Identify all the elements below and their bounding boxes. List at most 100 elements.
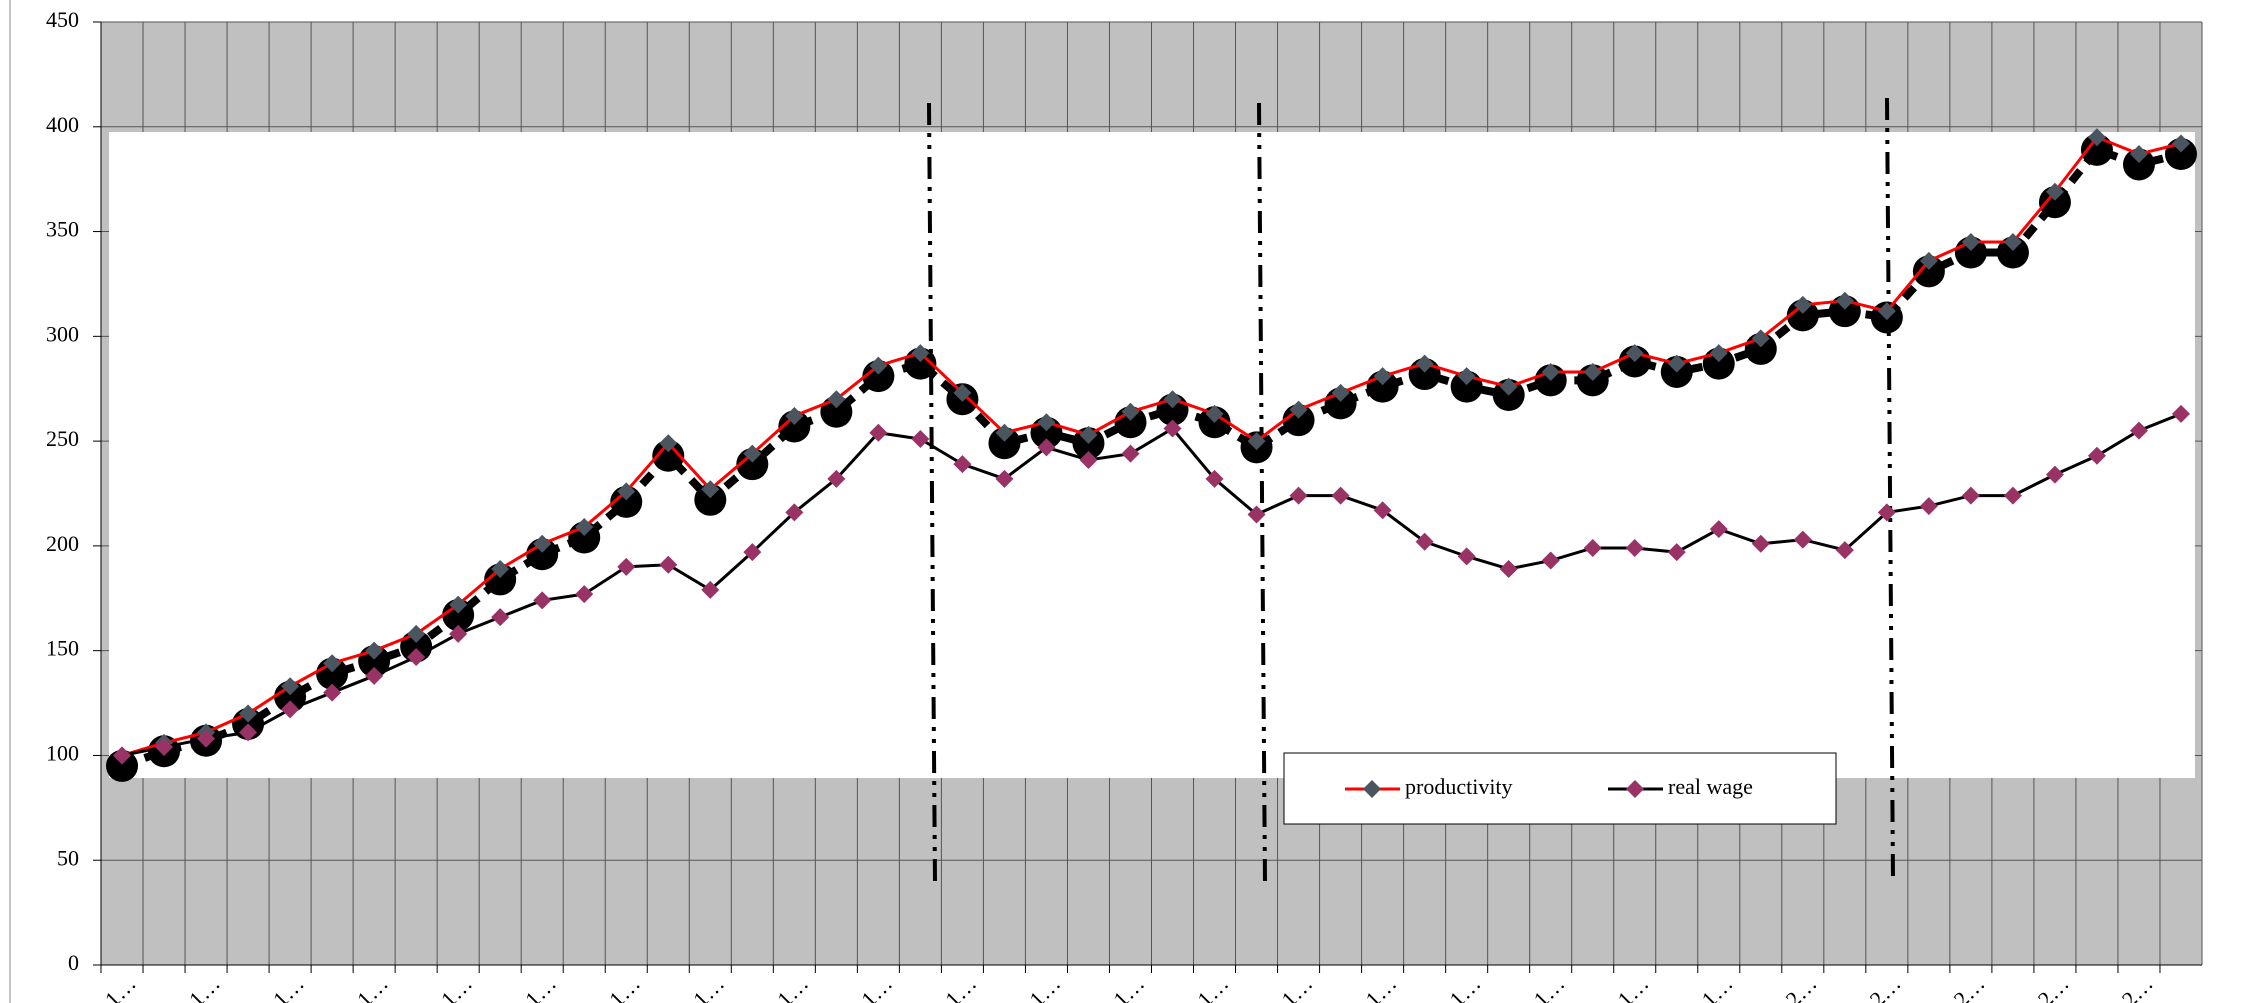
legend-label: real wage: [1668, 774, 1753, 799]
data-point: [1499, 377, 1518, 396]
inner-panel: [109, 132, 2195, 778]
data-point: [659, 434, 678, 453]
data-point: [1037, 438, 1056, 457]
data-point: [617, 482, 636, 501]
data-point: [701, 580, 720, 599]
data-point: [491, 559, 510, 578]
data-point: [1996, 236, 2029, 269]
data-point: [694, 483, 727, 516]
y-tick-label: 400: [46, 112, 79, 137]
data-point: [2003, 233, 2022, 252]
data-point: [1331, 486, 1350, 505]
data-point: [323, 654, 342, 673]
data-point: [869, 356, 888, 375]
data-point: [1331, 383, 1350, 402]
data-point: [1877, 503, 1896, 522]
data-point: [2087, 446, 2106, 465]
data-point: [1205, 469, 1224, 488]
data-point: [827, 469, 846, 488]
data-point: [2038, 186, 2071, 219]
data-point: [1415, 354, 1434, 373]
data-point: [911, 344, 930, 363]
data-point: [827, 390, 846, 409]
data-point: [743, 543, 762, 562]
y-tick-label: 450: [46, 7, 79, 32]
data-point: [610, 485, 643, 518]
data-point: [736, 448, 769, 481]
data-point: [1625, 344, 1644, 363]
data-point: [1751, 534, 1770, 553]
legend-label: productivity: [1405, 774, 1513, 799]
legend: productivity real wage: [1283, 752, 1837, 825]
data-point: [1163, 419, 1182, 438]
data-point: [2122, 148, 2155, 181]
data-point: [533, 534, 552, 553]
period-divider: [1257, 102, 1267, 884]
data-point: [323, 683, 342, 702]
data-point: [491, 608, 510, 627]
data-point: [484, 563, 517, 596]
y-tick-label: 150: [46, 636, 79, 661]
data-point: [1541, 362, 1560, 381]
data-point: [2003, 486, 2022, 505]
data-point: [2129, 421, 2148, 440]
data-point: [1373, 501, 1392, 520]
data-point: [953, 455, 972, 474]
data-point: [526, 538, 559, 571]
data-point: [1247, 505, 1266, 524]
data-point: [533, 591, 552, 610]
data-point: [1667, 543, 1686, 562]
data-point: [1667, 354, 1686, 373]
data-point: [785, 406, 804, 425]
data-point: [1912, 255, 1945, 288]
y-tick-label: 300: [46, 321, 79, 346]
data-point: [2087, 128, 2106, 147]
data-point: [281, 677, 300, 696]
data-point: [1835, 541, 1854, 560]
data-point: [1457, 547, 1476, 566]
data-point: [113, 746, 132, 765]
y-tick-label: 350: [46, 217, 79, 242]
data-point: [778, 410, 811, 443]
data-point: [995, 469, 1014, 488]
data-point: [911, 430, 930, 449]
data-point: [449, 595, 468, 614]
y-tick-label: 0: [68, 950, 79, 975]
data-point: [2045, 465, 2064, 484]
data-point: [1121, 402, 1140, 421]
data-point: [1835, 291, 1854, 310]
data-point: [1541, 551, 1560, 570]
y-tick-label: 50: [57, 845, 79, 870]
data-point: [449, 624, 468, 643]
data-point: [1751, 329, 1770, 348]
data-point: [785, 503, 804, 522]
data-point: [575, 585, 594, 604]
data-point: [575, 518, 594, 537]
data-point: [316, 657, 349, 690]
data-point: [1709, 520, 1728, 539]
data-point: [1121, 444, 1140, 463]
data-point: [155, 738, 174, 757]
data-point: [1919, 251, 1938, 270]
data-point: [442, 599, 475, 632]
data-point: [106, 749, 139, 782]
data-point: [1961, 486, 1980, 505]
data-point: [2129, 145, 2148, 164]
data-point: [1625, 538, 1644, 557]
y-tick-label: 100: [46, 740, 79, 765]
data-point: [1877, 302, 1896, 321]
data-point: [1247, 432, 1266, 451]
data-point: [701, 480, 720, 499]
data-point: [617, 557, 636, 576]
data-point: [1793, 295, 1812, 314]
data-point: [2171, 404, 2190, 423]
data-point: [1499, 559, 1518, 578]
data-point: [652, 439, 685, 472]
data-point: [988, 427, 1021, 460]
data-point: [407, 624, 426, 643]
data-point: [2045, 182, 2064, 201]
data-point: [1373, 367, 1392, 386]
data-point: [1919, 497, 1938, 516]
data-point: [1786, 299, 1819, 332]
